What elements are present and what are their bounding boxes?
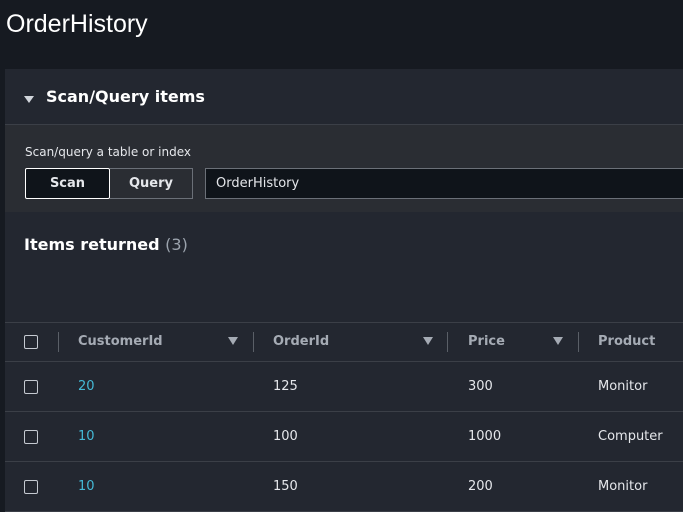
product-cell: Monitor [598,379,648,394]
price-cell: 200 [468,479,493,494]
customerid-link[interactable]: 20 [78,379,95,394]
section-title[interactable]: Scan/Query items [46,87,205,106]
page-title: OrderHistory [6,10,148,38]
row-checkbox[interactable] [24,380,38,394]
column-divider[interactable] [447,332,448,352]
column-divider[interactable] [58,332,59,352]
table-row [5,362,683,412]
customerid-link[interactable]: 10 [78,429,95,444]
scan-query-label: Scan/query a table or index [25,145,191,159]
orderid-cell: 100 [273,429,298,444]
caret-down-icon[interactable] [24,96,34,103]
select-all-checkbox[interactable] [24,335,38,349]
sort-icon[interactable] [423,337,433,345]
section-header[interactable] [5,69,683,125]
product-cell: Monitor [598,479,648,494]
sort-icon[interactable] [553,337,563,345]
items-title: Items returned [24,235,160,254]
column-header-orderid[interactable]: OrderId [273,334,330,349]
table-header [5,322,683,362]
orderid-cell: 125 [273,379,298,394]
sort-icon[interactable] [228,337,238,345]
table-select[interactable]: OrderHistory [205,168,683,199]
items-returned-heading: Items returned (3) [24,235,188,254]
column-divider[interactable] [578,332,579,352]
customerid-link[interactable]: 10 [78,479,95,494]
table-row [5,412,683,462]
orderid-cell: 150 [273,479,298,494]
table-row [5,462,683,512]
product-cell: Computer [598,429,663,444]
items-count: (3) [165,235,188,254]
row-checkbox[interactable] [24,480,38,494]
price-cell: 300 [468,379,493,394]
column-header-price[interactable]: Price [468,334,505,349]
query-button[interactable]: Query [110,168,193,199]
row-checkbox[interactable] [24,430,38,444]
column-header-customerid[interactable]: CustomerId [78,334,163,349]
scan-button[interactable]: Scan [25,168,110,199]
price-cell: 1000 [468,429,502,444]
column-divider[interactable] [253,332,254,352]
column-header-product[interactable]: Product [598,334,656,349]
